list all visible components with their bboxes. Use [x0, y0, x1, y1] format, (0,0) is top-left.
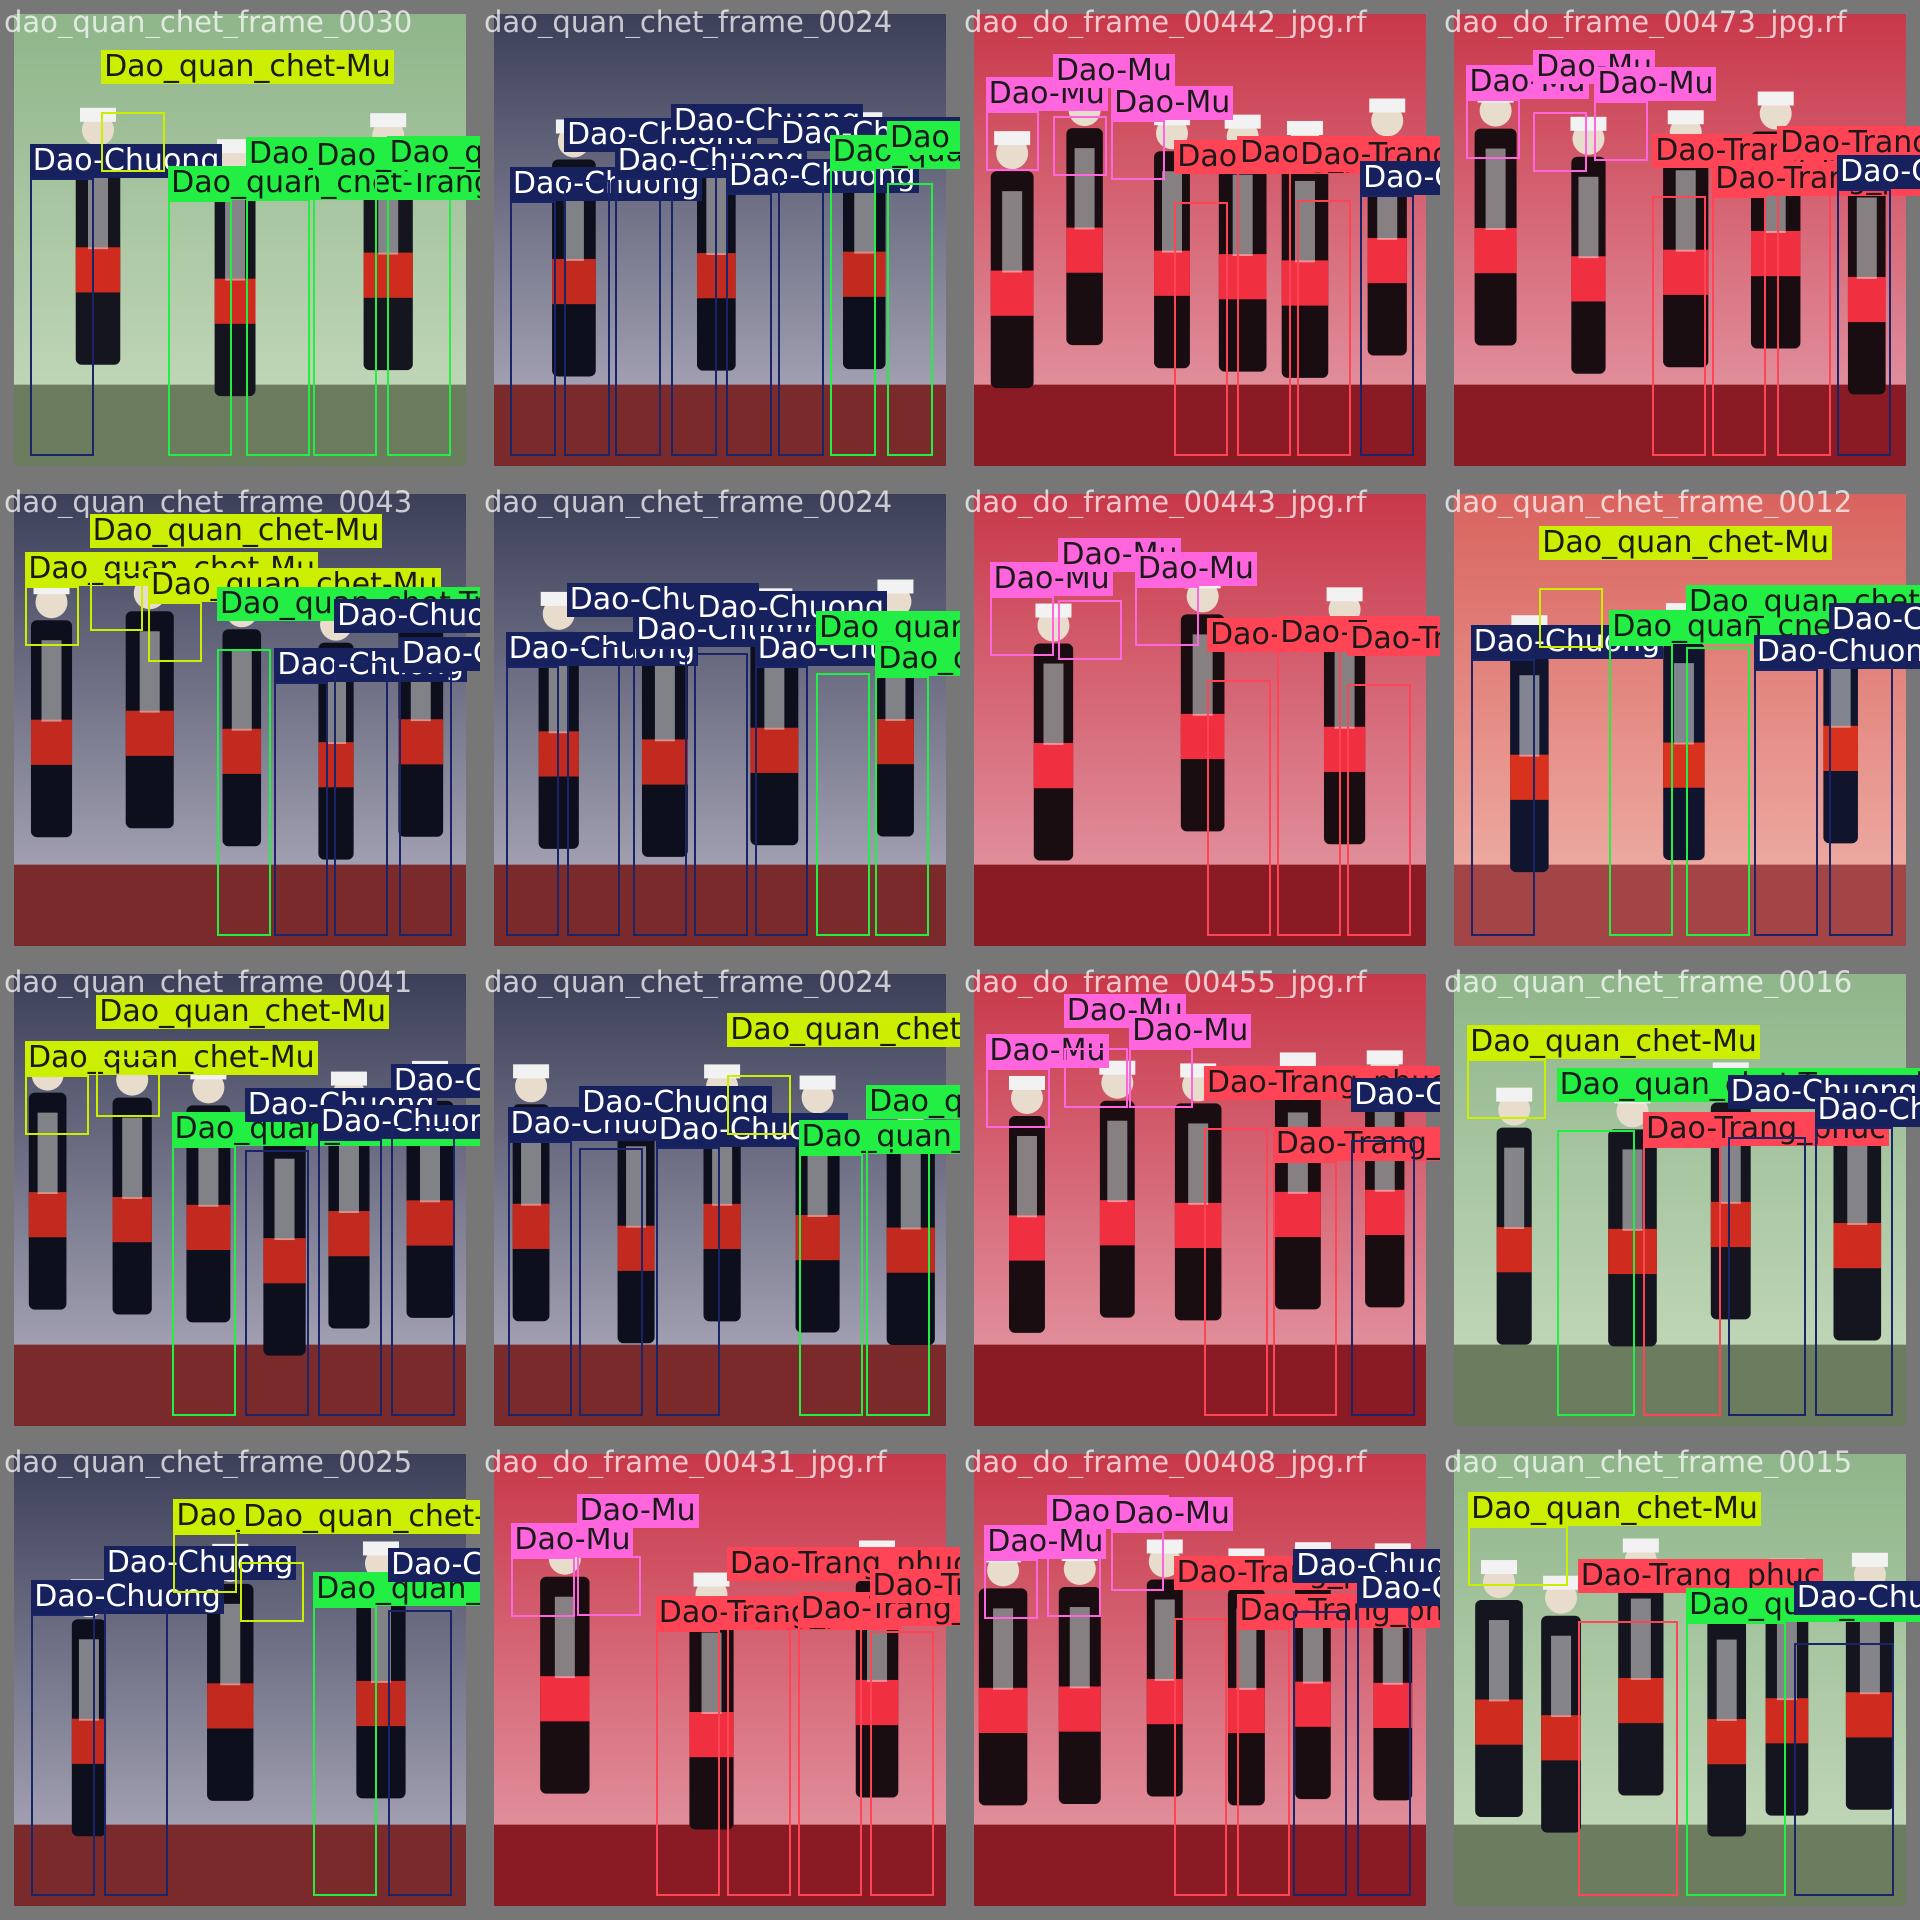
tile-image — [974, 1454, 1426, 1906]
tile-image — [1454, 494, 1906, 946]
tile-image — [14, 974, 466, 1426]
performer-figure — [1765, 1558, 1809, 1816]
tile-image — [1454, 14, 1906, 466]
tile-image — [14, 494, 466, 946]
tile-image — [1454, 974, 1906, 1426]
tile-image — [494, 974, 946, 1426]
tile-image — [14, 1454, 466, 1906]
performer-figure — [540, 1536, 590, 1794]
tile-image — [974, 14, 1426, 466]
performer-figure — [1033, 603, 1074, 861]
performer-figure — [1496, 1087, 1533, 1345]
tile-image — [1454, 1454, 1906, 1906]
performer-figure — [1099, 1060, 1136, 1318]
performer-figure — [28, 1052, 67, 1310]
tile-image — [974, 974, 1426, 1426]
tile-image — [14, 14, 466, 466]
performer-figure — [1833, 1083, 1882, 1341]
performer-figure — [512, 1064, 550, 1322]
tile-image — [494, 1454, 946, 1906]
tile-image — [494, 494, 946, 946]
performer-figure — [75, 107, 121, 365]
performer-figure — [1281, 120, 1329, 378]
tile-image — [974, 494, 1426, 946]
performer-figure — [990, 131, 1034, 389]
tile-image — [494, 14, 946, 466]
performer-figure — [1475, 1560, 1523, 1818]
performer-figure — [1180, 574, 1225, 832]
performer-figure — [1008, 1075, 1045, 1333]
performer-figure — [1323, 587, 1366, 845]
performer-figure — [1570, 116, 1607, 374]
performer-figure — [1845, 1552, 1894, 1810]
performer-figure — [112, 1057, 152, 1315]
